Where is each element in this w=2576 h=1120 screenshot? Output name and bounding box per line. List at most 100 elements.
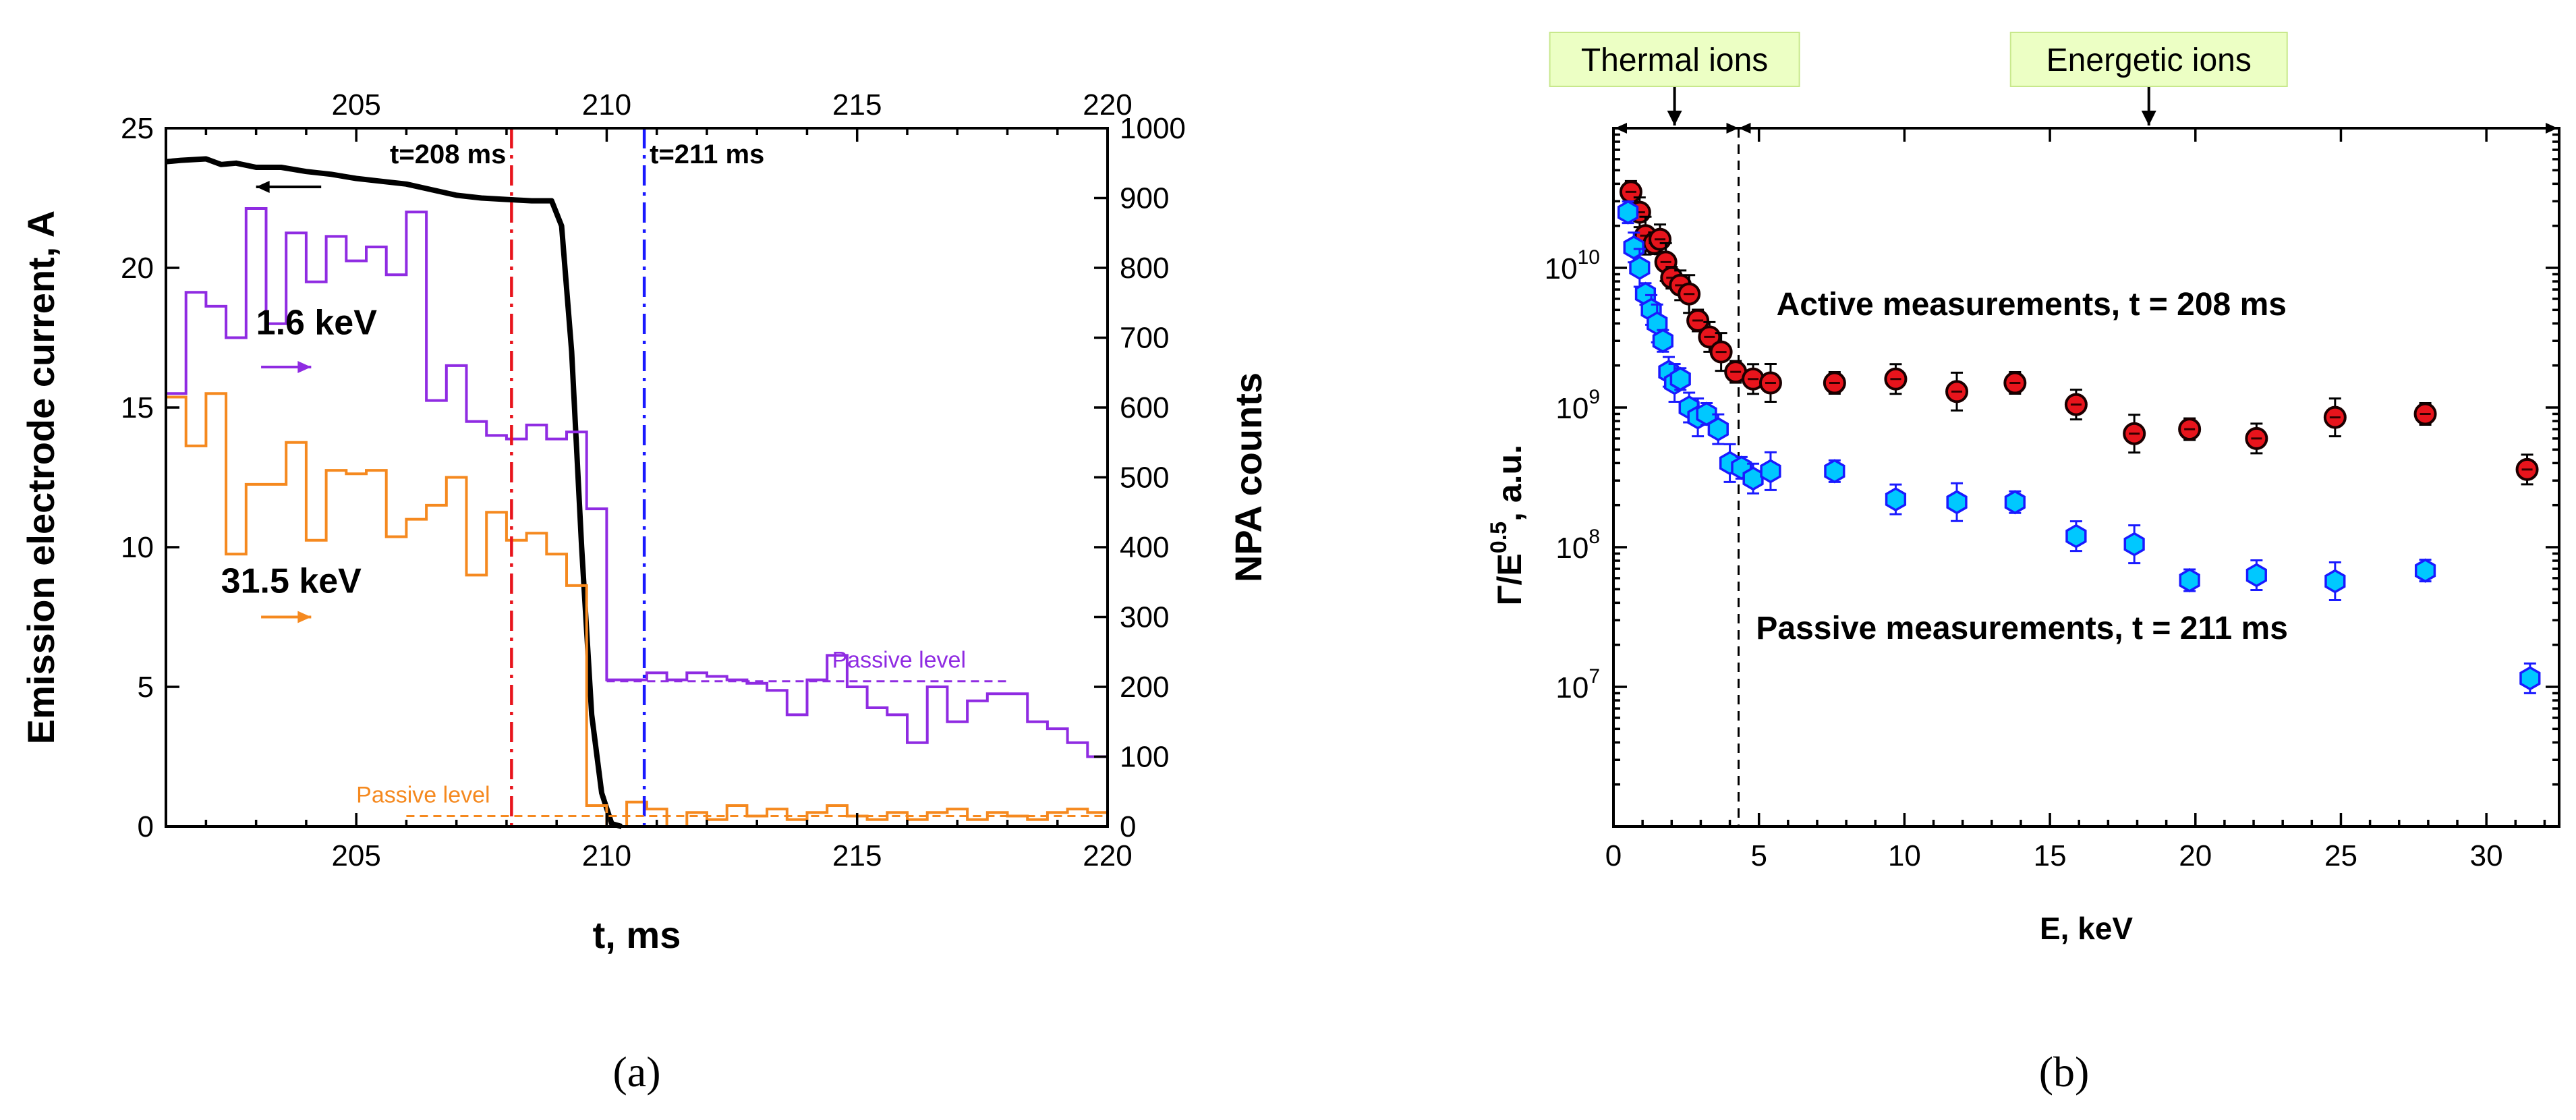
chart-b-point-0 bbox=[2003, 371, 2027, 395]
chart-a-passive-level-label-1-6kev: Passive level bbox=[832, 648, 966, 673]
chart-b-point-1 bbox=[2519, 662, 2541, 694]
chart-a-series-line-0 bbox=[165, 156, 623, 829]
chart-b-point-0 bbox=[1758, 363, 1782, 403]
chart-a-y-tick-label: 5 bbox=[138, 671, 154, 704]
chart-a-y2-tick-label: 500 bbox=[1120, 461, 1169, 495]
chart-a-arrow-right-axis-31-5kev-head bbox=[297, 611, 312, 623]
chart-b-marker-passive bbox=[2414, 558, 2436, 583]
chart-b-x-axis-title: E, keV bbox=[2040, 911, 2133, 946]
chart-b-x-tick-label: 20 bbox=[2179, 839, 2212, 872]
chart-a-top-tick-label: 210 bbox=[582, 88, 631, 121]
chart-b-marker-passive bbox=[1629, 255, 1651, 281]
chart-b-point-1 bbox=[2065, 520, 2087, 553]
chart-b-point-0 bbox=[1686, 308, 1710, 333]
chart-b-point-1 bbox=[2179, 567, 2200, 593]
chart-a-top-tick-label: 220 bbox=[1083, 88, 1132, 121]
chart-b-marker-passive bbox=[2065, 524, 2087, 549]
chart-a-y2-tick-label: 300 bbox=[1120, 601, 1169, 634]
chart-b-point-1 bbox=[2324, 561, 2346, 602]
chart-b-marker-passive bbox=[1742, 466, 1764, 491]
chart-b-marker-passive bbox=[2179, 567, 2200, 593]
chart-b-point-0 bbox=[1698, 320, 1721, 353]
chart-b-y-axis-title: Γ/E0.5, a.u. bbox=[1486, 445, 1528, 605]
chart-b-marker-passive bbox=[1617, 200, 1639, 225]
chart-a-series-label-1-6kev: 1.6 keV bbox=[256, 303, 378, 342]
chart-a-x-axis-title: t, ms bbox=[593, 914, 681, 956]
chart-a-y-tick-label: 10 bbox=[121, 531, 154, 564]
chart-b-point-1 bbox=[1707, 413, 1729, 445]
chart-a-y2-tick-label: 800 bbox=[1120, 252, 1169, 285]
chart-b-point-0 bbox=[2064, 389, 2088, 421]
chart-a-y2-tick-label: 400 bbox=[1120, 531, 1169, 564]
chart-b-point-1 bbox=[1885, 483, 1907, 515]
chart-b-point-0 bbox=[2515, 453, 2539, 486]
chart-a-y-tick-label: 0 bbox=[138, 810, 154, 843]
chart-b-point-1 bbox=[2245, 559, 2267, 592]
chart-b-frame bbox=[1612, 127, 2560, 828]
chart-b-region-label-energetic: Energetic ions bbox=[2047, 43, 2252, 78]
chart-b-series-label-passive: Passive measurements, t = 211 ms bbox=[1756, 611, 2288, 646]
chart-b-panel-label: (b) bbox=[2039, 1048, 2090, 1096]
chart-a-x-tick-label: 220 bbox=[1083, 839, 1132, 872]
chart-b-x-tick-label: 0 bbox=[1605, 839, 1622, 872]
chart-b-region-label-thermal: Thermal ions bbox=[1581, 43, 1768, 78]
chart-a-top-tick-label: 205 bbox=[331, 88, 380, 121]
chart-b-series-label-active: Active measurements, t = 208 ms bbox=[1777, 287, 2287, 323]
chart-b-marker-passive bbox=[2245, 563, 2267, 588]
chart-b-point-1 bbox=[1669, 366, 1691, 391]
chart-b-x-tick-label: 25 bbox=[2324, 839, 2357, 872]
chart-a-arrow-left-axis-head bbox=[256, 180, 270, 193]
chart-b-point-1 bbox=[1696, 401, 1717, 426]
chart-b-y-axis-title-main: Γ/E bbox=[1491, 553, 1528, 605]
chart-b-point-0 bbox=[1742, 363, 1765, 395]
chart-b-thermal-down-arrow-head bbox=[1667, 111, 1682, 125]
chart-b-marker-passive bbox=[1623, 235, 1644, 260]
chart-a-y2-tick-label: 200 bbox=[1120, 671, 1169, 704]
chart-a-y-tick-label: 20 bbox=[121, 252, 154, 285]
chart-a-top-tick-label: 215 bbox=[832, 88, 882, 121]
chart-b: 0 5 10 15 20 25 30 107 108 109 1010 E, keV Γ/E0.5,… bbox=[1486, 32, 2560, 1096]
chart-a-x-tick-label: 205 bbox=[331, 839, 380, 872]
chart-a-y2-tick-label: 1000 bbox=[1120, 112, 1186, 145]
chart-b-marker-passive bbox=[2123, 532, 2145, 557]
chart-a-y2-tick-label: 900 bbox=[1120, 182, 1169, 215]
chart-b-point-0 bbox=[2323, 397, 2347, 438]
chart-a-vline-label-211: t=211 ms bbox=[650, 140, 764, 169]
chart-b-y-tick-label: 109 bbox=[1555, 386, 1600, 425]
chart-b-y-axis-title-suffix: , a.u. bbox=[1491, 445, 1528, 522]
chart-b-y-axis-title-exponent: 0.5 bbox=[1486, 522, 1512, 553]
chart-b-point-0 bbox=[1884, 363, 1908, 395]
chart-a-y2-tick-label: 700 bbox=[1120, 322, 1169, 355]
chart-b-point-1 bbox=[1824, 459, 1845, 484]
chart-b-y-tick-label: 108 bbox=[1555, 526, 1600, 565]
chart-b-region-box-energetic bbox=[2009, 32, 2288, 87]
chart-b-point-0 bbox=[1709, 332, 1733, 372]
chart-b-marker-passive bbox=[1946, 490, 1968, 515]
chart-a-y-tick-label: 25 bbox=[121, 112, 154, 145]
chart-b-point-0 bbox=[2413, 401, 2437, 426]
chart-b-marker-passive bbox=[1824, 459, 1845, 484]
chart-a-panel-label: (a) bbox=[612, 1048, 660, 1096]
chart-a-x-tick-label: 210 bbox=[582, 839, 631, 872]
chart-a-series-line-2 bbox=[166, 392, 1108, 828]
chart-a-series-label-31-5kev: 31.5 keV bbox=[221, 561, 362, 600]
chart-b-region-box-thermal bbox=[1549, 32, 1800, 87]
chart-b-point-1 bbox=[1617, 200, 1639, 225]
chart-b-marker-passive bbox=[1760, 459, 1781, 484]
chart-a-y2-tick-label: 0 bbox=[1120, 810, 1136, 843]
chart-a-passive-level-label-31-5kev: Passive level bbox=[356, 782, 490, 808]
chart-b-marker-passive bbox=[1696, 401, 1717, 426]
chart-a-arrow-right-axis-1-6kev-head bbox=[297, 360, 312, 373]
chart-b-marker-passive bbox=[1652, 329, 1673, 354]
chart-b-point-1 bbox=[2414, 558, 2436, 583]
chart-b-point-1 bbox=[1760, 451, 1781, 491]
chart-b-point-1 bbox=[2004, 490, 2026, 515]
chart-a-y2-tick-label: 600 bbox=[1120, 391, 1169, 424]
chart-a-plot-area bbox=[165, 128, 1108, 829]
chart-b-x-tick-label: 5 bbox=[1750, 839, 1767, 872]
chart-b-point-0 bbox=[2245, 422, 2268, 455]
chart-b-point-0 bbox=[1724, 360, 1748, 384]
chart-b-x-tick-label: 30 bbox=[2470, 839, 2503, 872]
chart-b-point-1 bbox=[2123, 524, 2145, 565]
